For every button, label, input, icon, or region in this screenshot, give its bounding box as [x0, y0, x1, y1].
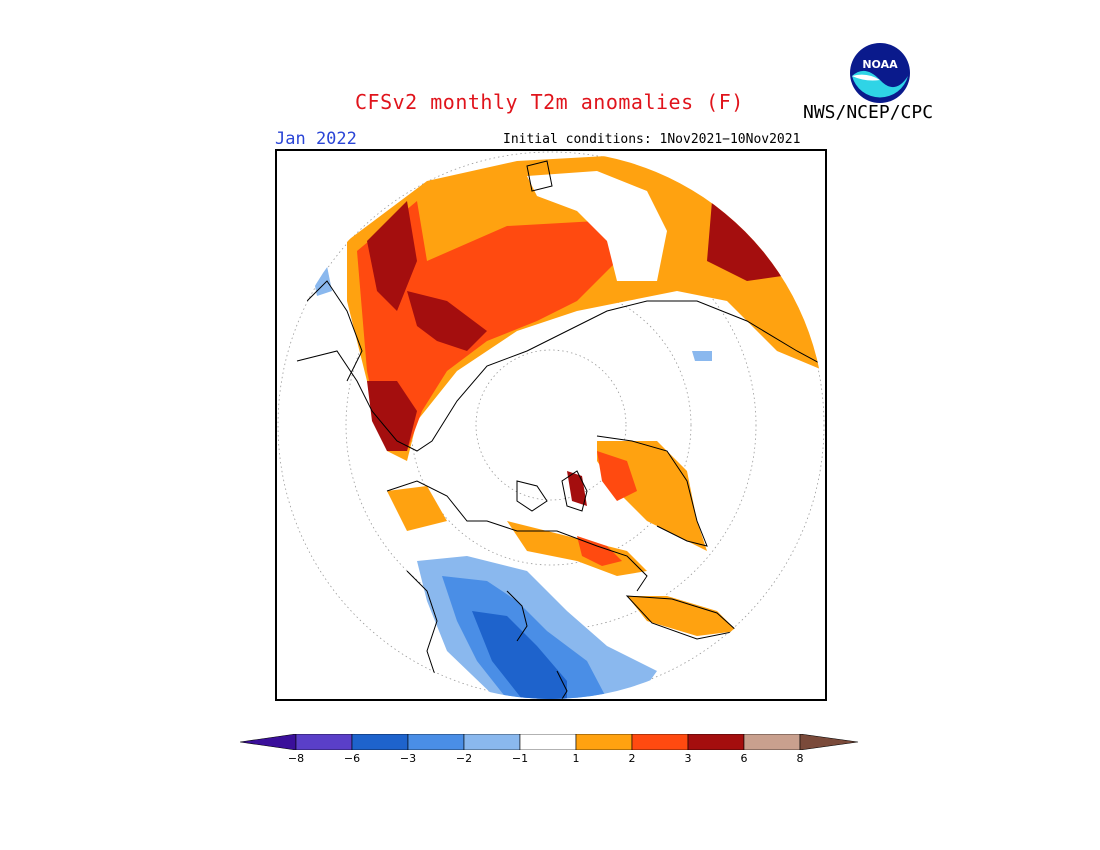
- colorbar-bin: [575, 734, 633, 750]
- anomaly-red-canada: [597, 451, 637, 501]
- colorbar: [240, 734, 859, 750]
- map-title: CFSv2 monthly T2m anomalies (F): [355, 90, 744, 114]
- colorbar-bin: [799, 734, 859, 750]
- colorbar-bin: [631, 734, 689, 750]
- colorbar-tick-label: 1: [572, 752, 580, 765]
- colorbar-tick-label: −6: [343, 752, 361, 765]
- colorbar-tick-label: −1: [511, 752, 529, 765]
- anomaly-orange-greenland-south: [627, 596, 737, 636]
- anomaly-lightblue-east: [312, 266, 332, 296]
- map-frame: [275, 149, 827, 701]
- anomaly-orange-arctic-islands: [507, 521, 647, 576]
- colorbar-bin: [295, 734, 353, 750]
- coastlines: [296, 160, 825, 699]
- colorbar-tick-label: 3: [684, 752, 692, 765]
- colorbar-tick-label: −2: [455, 752, 473, 765]
- colorbar-tick-label: 2: [628, 752, 636, 765]
- anomaly-lightblue-siberia: [692, 351, 712, 361]
- forecast-month: Jan 2022: [275, 129, 357, 149]
- noaa-logo-icon: NOAA: [850, 43, 910, 103]
- colorbar-tick-label: −3: [399, 752, 417, 765]
- anomaly-darkred-siberia: [707, 201, 782, 281]
- initial-conditions: Initial conditions: 1Nov2021−10Nov2021: [503, 132, 801, 147]
- colorbar-bin: [351, 734, 409, 750]
- colorbar-bin: [519, 734, 577, 750]
- anomaly-red-eurasia: [357, 201, 617, 451]
- anomaly-darkred-hudson: [567, 471, 587, 506]
- colorbar-tick-label: −8: [287, 752, 305, 765]
- noaa-logo-text: NOAA: [862, 58, 898, 71]
- polar-map: [277, 151, 825, 699]
- anomaly-darkred-west: [367, 201, 417, 311]
- colorbar-bin: [743, 734, 801, 750]
- anomaly-orange-alaska-coast: [387, 486, 447, 531]
- colorbar-bin: [463, 734, 521, 750]
- neutral-himalaya: [527, 171, 667, 281]
- colorbar-bin: [687, 734, 745, 750]
- anomaly-orange-eurasia: [347, 156, 825, 461]
- colorbar-tick-label: 8: [796, 752, 804, 765]
- colorbar-bin: [240, 734, 297, 750]
- anomaly-darkred-scandinavia: [367, 381, 417, 451]
- anomaly-darkblue-pacific: [472, 611, 567, 699]
- anomaly-red-arctic-islands: [577, 536, 622, 566]
- colorbar-tick-label: 6: [740, 752, 748, 765]
- colorbar-bin: [407, 734, 465, 750]
- organization-label: NWS/NCEP/CPC: [803, 102, 934, 123]
- anomaly-darkred-central: [407, 291, 487, 351]
